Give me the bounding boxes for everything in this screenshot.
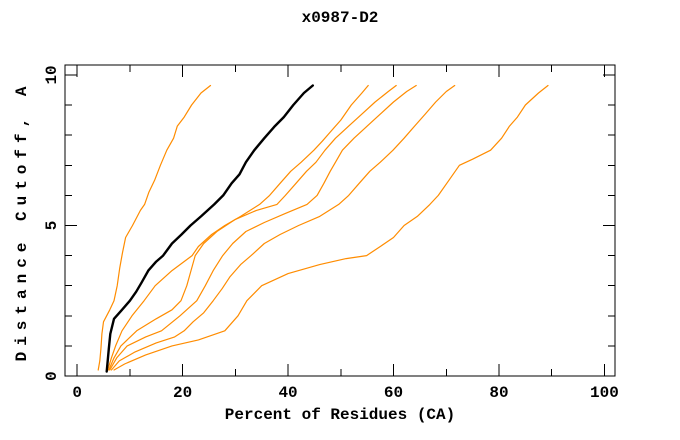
curve-black-highlight: [105, 84, 314, 373]
curve-orange-2: [107, 84, 369, 371]
x-tick-label: 20: [173, 384, 192, 402]
curves: [97, 84, 549, 373]
x-tick-label: 100: [590, 384, 619, 402]
curve-orange-1: [97, 84, 212, 371]
x-tick-label: 60: [384, 384, 403, 402]
y-tick-label: 10: [43, 65, 61, 84]
x-axis-label: Percent of Residues (CA): [225, 406, 455, 424]
axis-ticks: [65, 65, 615, 377]
x-tick-label: 0: [72, 384, 82, 402]
curve-orange-4: [109, 84, 417, 371]
chart-title: x0987-D2: [302, 9, 379, 27]
y-axis-label: Distance Cutoff, A: [13, 81, 31, 362]
y-tick-label: 0: [43, 371, 61, 381]
plot-frame: [64, 64, 616, 377]
x-tick-label: 40: [278, 384, 297, 402]
y-tick-label: 5: [43, 221, 61, 231]
plot-box: [64, 64, 616, 377]
curve-orange-5: [110, 84, 456, 371]
tick-labels: 0 20 40 60 80 100 0 5 10: [43, 65, 619, 402]
curve-orange-3: [108, 84, 397, 371]
curve-orange-6: [113, 84, 549, 371]
x-tick-label: 80: [489, 384, 508, 402]
